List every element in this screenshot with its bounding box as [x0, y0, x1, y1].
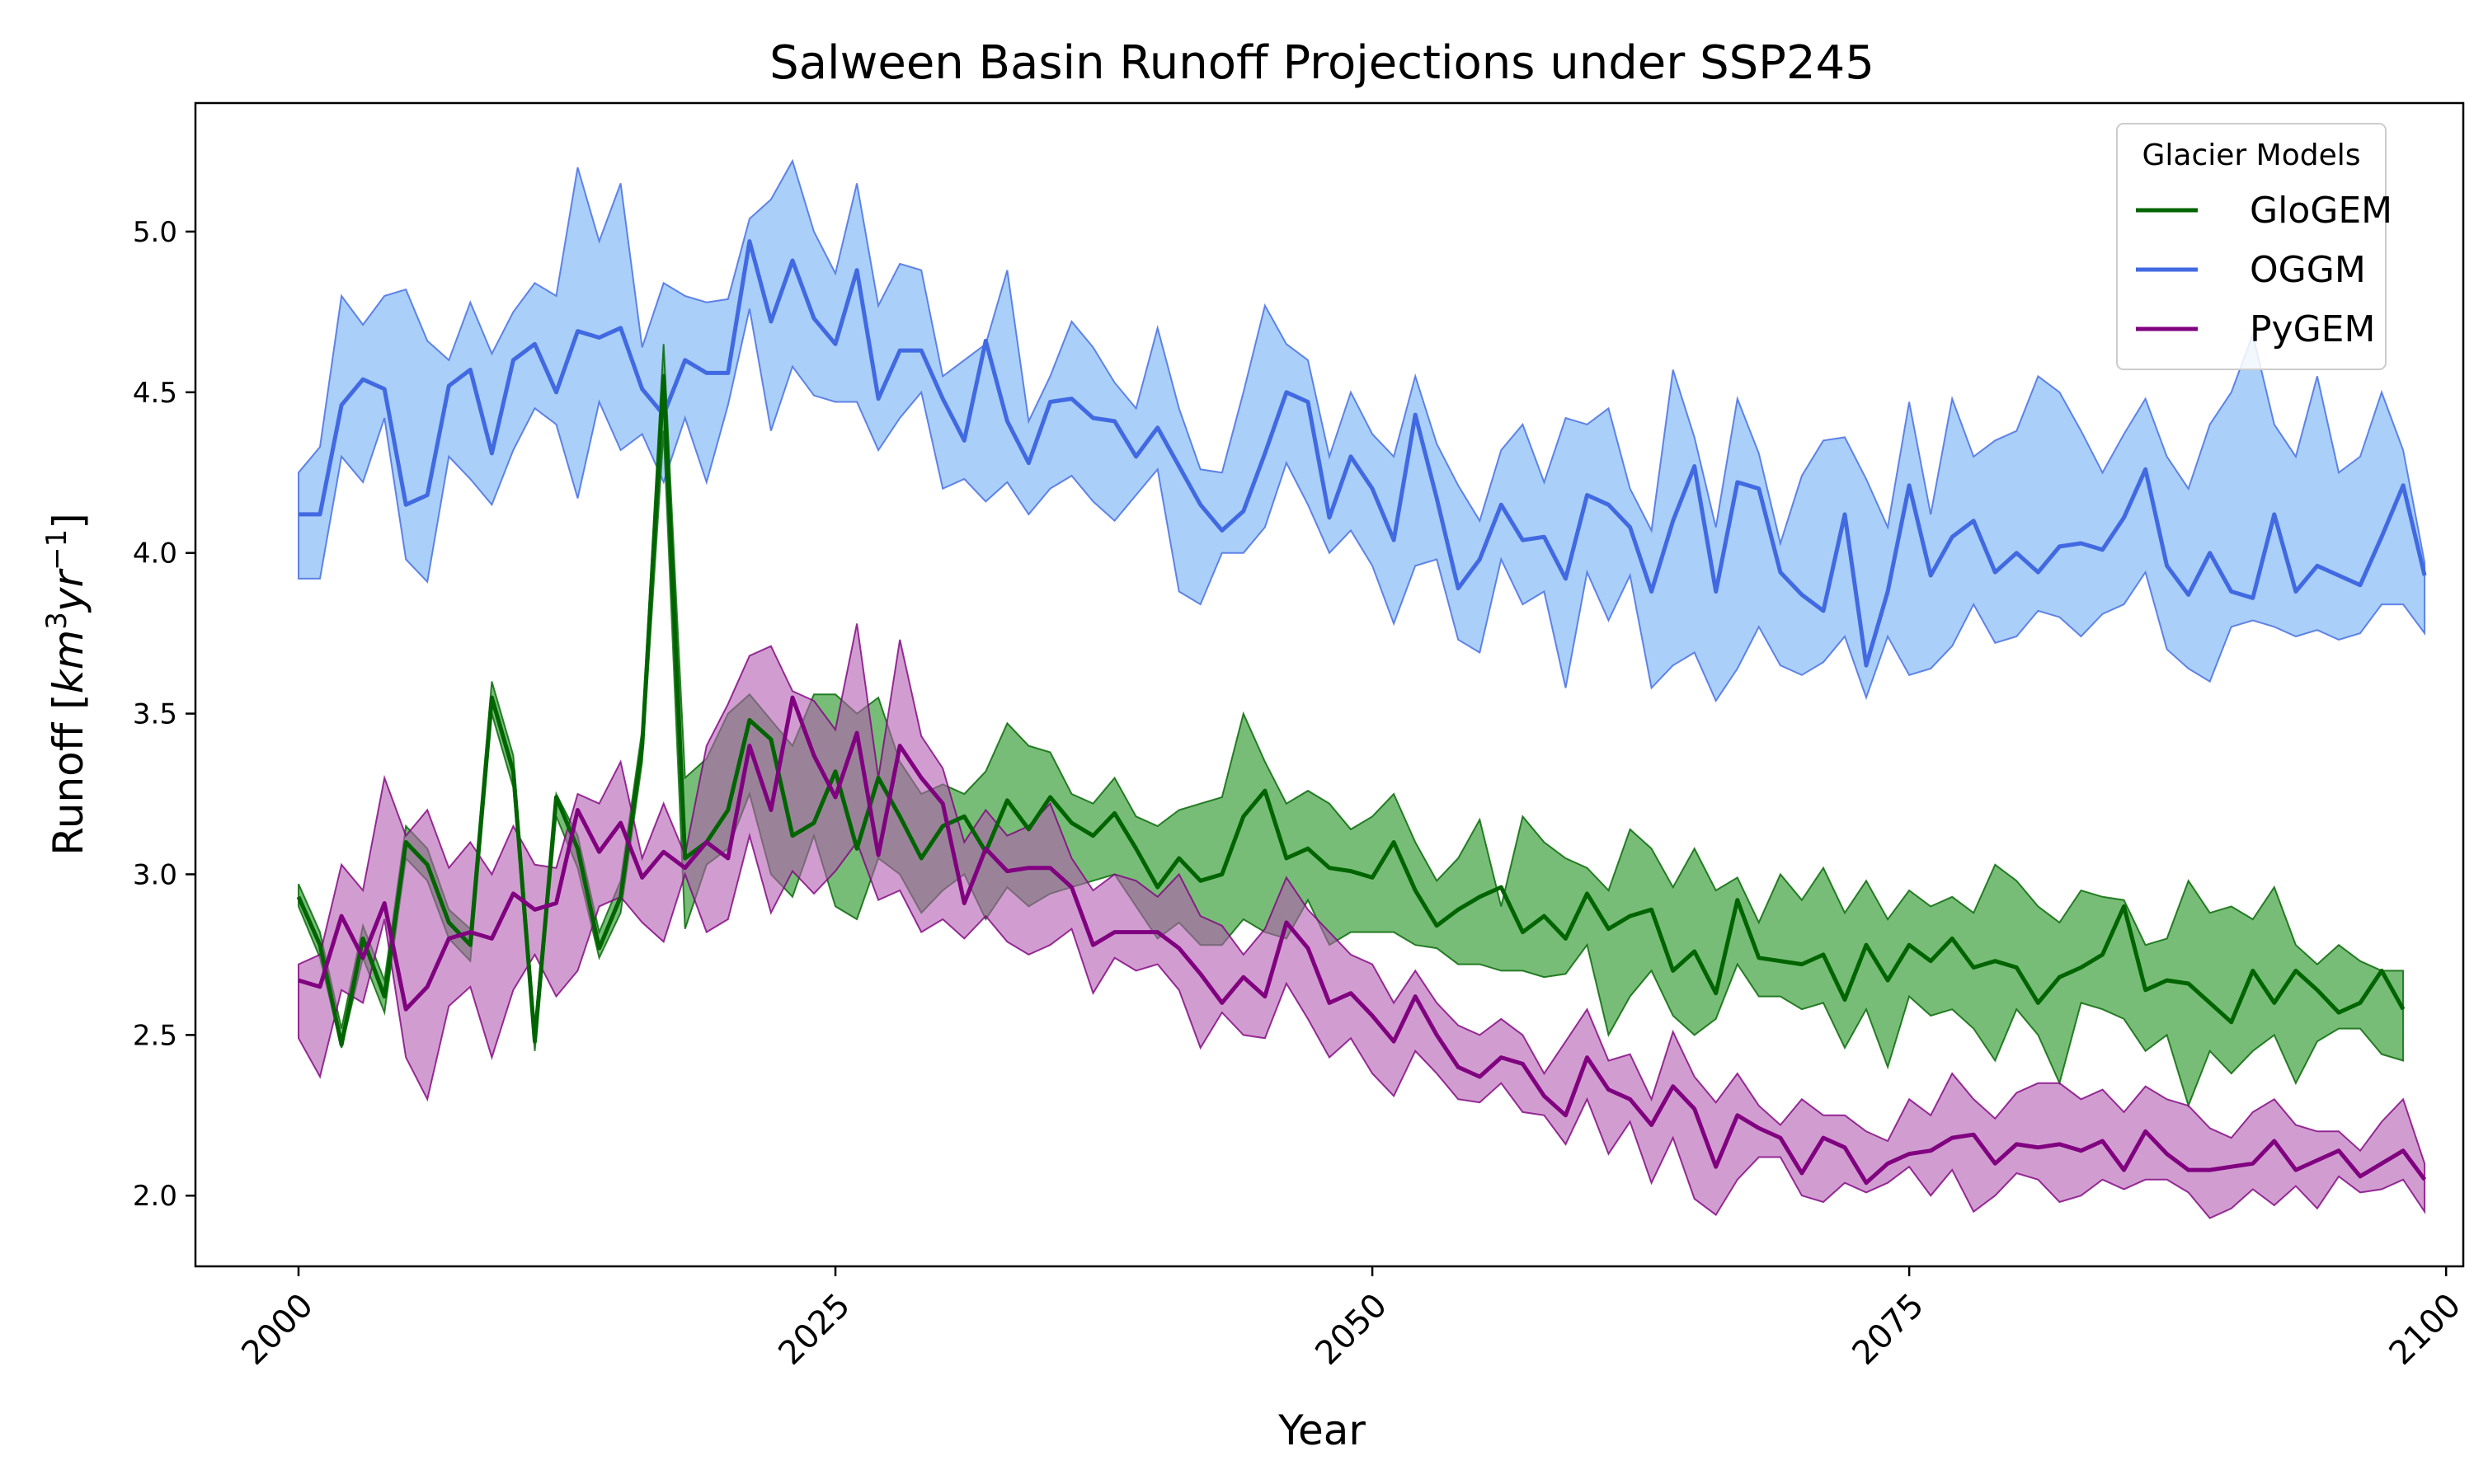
y-axis-label: Runoff [km3yr−1]: [40, 513, 92, 855]
x-tick-label: 2100: [2382, 1286, 2469, 1373]
x-tick-label: 2000: [234, 1286, 321, 1373]
y-axis-label-suffix: ]: [45, 513, 92, 529]
legend-label-pygem: PyGEM: [2250, 308, 2375, 350]
y-tick-label: 4.0: [133, 538, 177, 571]
legend-label-glogem: GloGEM: [2250, 190, 2392, 232]
y-axis-label-unit-yr: yr: [45, 567, 92, 613]
y-tick-label: 3.5: [133, 698, 177, 731]
legend: Glacier Models GloGEM OGGM PyGEM: [2116, 123, 2392, 370]
x-axis: 2000 2025 2050 2075 2100: [234, 1266, 2468, 1373]
y-axis: 2.0 2.5 3.0 3.5 4.0 4.5 5.0: [133, 216, 195, 1213]
line-pygem: [298, 695, 2427, 1186]
y-tick-label: 3.0: [133, 858, 177, 891]
legend-box: [2116, 123, 2387, 370]
chart-title: Salween Basin Runoff Projections under S…: [769, 36, 1874, 90]
y-tick-label: 4.5: [133, 377, 177, 410]
y-axis-label-prefix: Runoff [: [45, 693, 92, 855]
x-tick-label: 2025: [771, 1286, 858, 1373]
series-lines: [296, 239, 2427, 1186]
band-pygem: [298, 623, 2426, 1219]
legend-title: Glacier Models: [2142, 139, 2361, 172]
y-tick-label: 2.5: [133, 1019, 177, 1052]
plot-frame: [194, 101, 2465, 1268]
band-glogem: [298, 344, 2405, 1109]
y-axis-label-exp1: 3: [40, 612, 73, 630]
line-oggm: [299, 239, 2427, 668]
x-tick-label: 2075: [1845, 1286, 1931, 1373]
x-tick-label: 2050: [1308, 1286, 1395, 1373]
y-tick-label: 5.0: [133, 216, 177, 249]
legend-label-oggm: OGGM: [2250, 249, 2366, 291]
uncertainty-bands: [298, 158, 2426, 1219]
line-glogem: [296, 373, 2406, 1047]
y-axis-label-exp2: −1: [40, 529, 73, 571]
x-axis-label: Year: [1277, 1407, 1366, 1454]
y-axis-label-unit-km: km: [45, 630, 92, 694]
y-tick-label: 2.0: [133, 1180, 177, 1213]
band-oggm: [298, 158, 2426, 703]
